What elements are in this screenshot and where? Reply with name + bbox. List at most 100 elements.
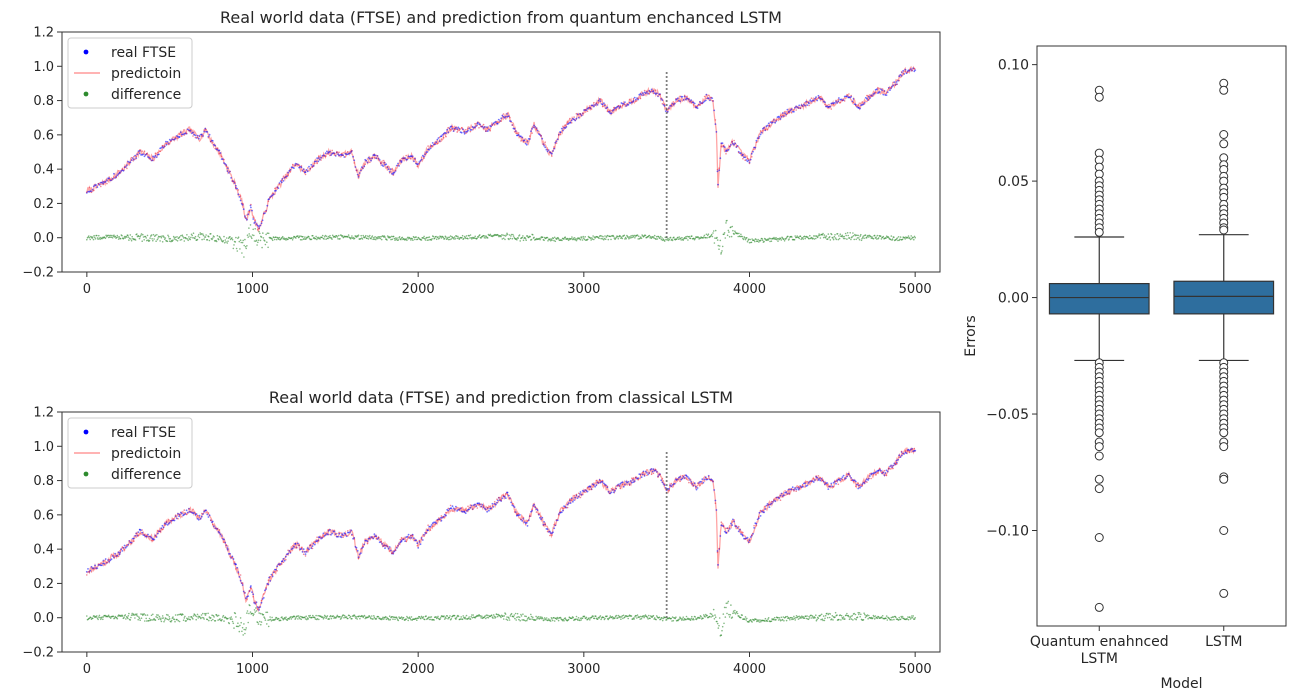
data-point-real	[892, 464, 894, 467]
data-point-difference	[205, 234, 207, 236]
data-point-difference	[706, 614, 708, 617]
data-point-prediction	[357, 174, 360, 177]
data-point-prediction	[267, 200, 270, 203]
data-point-prediction	[804, 481, 806, 484]
data-point-difference	[423, 235, 425, 238]
data-point-difference	[606, 234, 609, 237]
data-point-difference	[801, 237, 804, 239]
data-point-prediction	[896, 463, 898, 465]
data-point-real	[565, 126, 568, 128]
data-point-difference	[710, 233, 713, 236]
data-point-prediction	[631, 101, 633, 103]
data-point-prediction	[117, 170, 120, 172]
data-point-real	[387, 547, 390, 550]
data-point-difference	[297, 618, 299, 620]
data-point-real	[617, 483, 620, 486]
data-point-prediction	[128, 540, 131, 542]
data-point-difference	[874, 615, 877, 617]
data-point-difference	[774, 238, 777, 240]
data-point-difference	[468, 616, 471, 618]
data-point-difference	[608, 616, 611, 619]
data-point-difference	[912, 615, 914, 617]
data-point-difference	[722, 613, 725, 615]
data-point-real	[400, 160, 403, 162]
data-point-prediction	[703, 95, 706, 98]
data-point-difference	[146, 620, 148, 622]
data-point-difference	[648, 614, 650, 617]
data-point-prediction	[821, 98, 824, 101]
data-point-difference	[719, 239, 722, 242]
data-point-difference	[887, 236, 890, 239]
data-point-prediction	[103, 564, 106, 566]
data-point-prediction	[799, 107, 802, 110]
data-point-real	[397, 162, 399, 165]
data-point-difference	[130, 616, 132, 619]
data-point-difference	[712, 232, 714, 234]
data-point-difference	[853, 238, 855, 241]
data-point-real	[480, 505, 483, 508]
data-point-prediction	[670, 104, 673, 106]
data-point-prediction	[320, 159, 322, 161]
data-point-real	[830, 482, 833, 485]
data-point-prediction	[159, 150, 161, 153]
data-point-difference	[330, 617, 333, 620]
data-point-difference	[780, 616, 783, 619]
data-point-difference	[461, 234, 464, 237]
data-point-difference	[219, 237, 222, 240]
data-point-difference	[448, 616, 451, 619]
data-point-real	[759, 515, 762, 517]
data-point-prediction	[324, 533, 327, 535]
data-point-difference	[298, 616, 301, 619]
y-tick-label: 0.0	[33, 611, 54, 626]
data-point-prediction	[307, 549, 309, 551]
data-point-difference	[811, 617, 813, 619]
data-point-real	[681, 95, 684, 98]
data-point-prediction	[248, 589, 251, 592]
data-point-real	[594, 485, 596, 488]
data-point-difference	[267, 625, 270, 628]
data-point-real	[429, 147, 432, 150]
data-point-difference	[723, 233, 725, 235]
data-point-prediction	[852, 101, 855, 104]
data-point-difference	[875, 236, 877, 238]
data-point-prediction	[619, 105, 622, 107]
data-point-difference	[136, 615, 139, 617]
data-point-difference	[856, 616, 859, 618]
data-point-prediction	[624, 484, 626, 487]
y-tick-label: 1.0	[33, 60, 54, 75]
data-point-prediction	[779, 499, 782, 502]
data-point-difference	[635, 615, 637, 617]
data-point-difference	[281, 617, 284, 620]
data-point-prediction	[837, 483, 840, 486]
data-point-difference	[303, 238, 306, 240]
data-point-difference	[174, 620, 176, 623]
data-point-prediction	[688, 98, 690, 100]
data-point-difference	[97, 238, 99, 240]
data-point-prediction	[318, 540, 320, 542]
data-point-prediction	[874, 474, 877, 476]
data-point-prediction	[295, 163, 298, 165]
data-point-difference	[873, 234, 876, 237]
data-point-difference	[150, 234, 153, 236]
data-point-difference	[630, 235, 632, 237]
data-point-difference	[197, 235, 199, 237]
data-point-real	[733, 143, 735, 146]
data-point-real	[690, 481, 693, 483]
data-point-difference	[168, 616, 171, 618]
data-point-difference	[882, 235, 885, 238]
data-point-real	[527, 519, 530, 522]
data-point-difference	[152, 613, 154, 616]
data-point-real	[688, 477, 690, 480]
data-point-difference	[244, 245, 247, 248]
data-point-difference	[766, 620, 769, 622]
data-point-prediction	[141, 150, 143, 152]
data-point-difference	[96, 234, 98, 237]
data-point-prediction	[148, 157, 150, 160]
data-point-real	[329, 528, 331, 531]
data-point-difference	[86, 238, 88, 241]
data-point-difference	[237, 622, 239, 624]
data-point-prediction	[418, 162, 421, 165]
data-point-prediction	[320, 537, 322, 539]
data-point-difference	[459, 618, 462, 620]
data-point-difference	[776, 237, 779, 240]
